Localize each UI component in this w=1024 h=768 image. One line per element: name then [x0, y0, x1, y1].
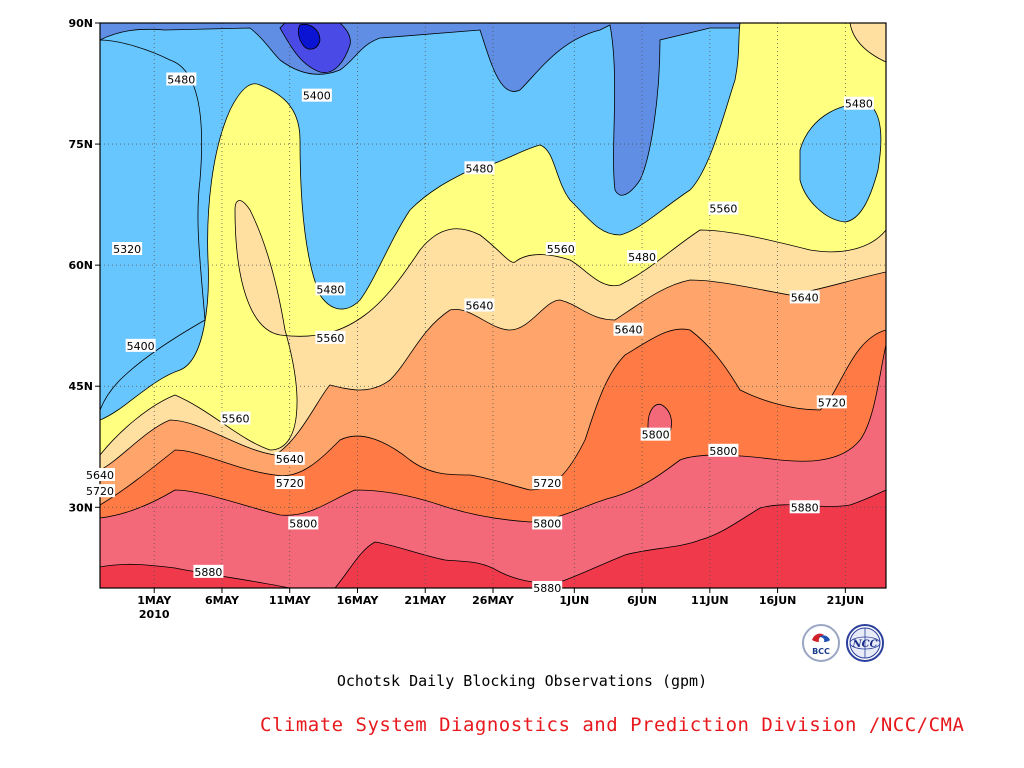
- contour-label-bg: [464, 161, 495, 175]
- contour-label-bg: [789, 290, 820, 304]
- contour-label-bg: [532, 476, 563, 490]
- x-tick-label: 6JUN: [627, 594, 657, 607]
- x-tick-label: 11MAY: [269, 594, 312, 607]
- contour-label-bg: [125, 338, 156, 352]
- contour-label: 5400: [303, 90, 331, 103]
- x-tick-label: 21MAY: [404, 594, 447, 607]
- bcc-logo: BCC: [802, 624, 840, 662]
- band-5640-corner: [849, 23, 886, 63]
- contour-label: 5560: [709, 203, 737, 216]
- contour-label-bg: [532, 581, 563, 594]
- x-tick-label: 1JUN: [559, 594, 589, 607]
- contour-label: 5800: [709, 445, 737, 458]
- contour-label-bg: [816, 395, 847, 409]
- contour-label: 5640: [86, 469, 114, 482]
- contour-label-bg: [166, 72, 197, 86]
- svg-text:BCC: BCC: [812, 647, 830, 656]
- contour-label-bg: [85, 468, 115, 481]
- contour-label-bg: [627, 250, 658, 264]
- chart-title: Ochotsk Daily Blocking Observations (gpm…: [336, 672, 708, 690]
- contour-label-bg: [193, 564, 224, 578]
- contour-label: 5720: [818, 396, 846, 409]
- contour-label-bg: [464, 298, 495, 312]
- contour-label: 5880: [791, 501, 819, 514]
- contour-label: 5560: [316, 332, 344, 345]
- y-tick-label: 45N: [68, 380, 93, 393]
- contour-label: 5480: [465, 162, 493, 175]
- contour-label: 5880: [194, 566, 222, 579]
- x-tick-label: 16MAY: [337, 594, 380, 607]
- contour-label: 5800: [289, 517, 317, 530]
- contour-label: 5720: [86, 485, 114, 498]
- contour-label-bg: [315, 330, 346, 344]
- contour-label: 5560: [222, 413, 250, 426]
- y-tick-label: 75N: [68, 138, 93, 151]
- ncc-logo: NCC: [846, 624, 884, 662]
- contour-label-bg: [288, 516, 319, 530]
- contour-labels: 5480 5400 5320 5400 5480 5560 5560 5640 5640 5720…: [85, 72, 874, 595]
- x-tick-label: 11JUN: [691, 594, 729, 607]
- contour-label-bg: [301, 88, 332, 102]
- contour-label-bg: [708, 443, 739, 457]
- contour-label: 5480: [316, 283, 344, 296]
- ncc-logo-icon: NCC: [849, 627, 881, 659]
- contour-label: 5480: [628, 251, 656, 264]
- band-5480-5560-east: [100, 39, 206, 411]
- contour-label: 5560: [547, 243, 575, 256]
- x-year-label: 2010: [139, 608, 170, 621]
- contour-label: 5800: [533, 517, 561, 530]
- contour-label: 5640: [615, 324, 643, 337]
- contour-label: 5880: [533, 582, 561, 595]
- contour-label-bg: [708, 201, 739, 215]
- x-tick-label: 21JUN: [827, 594, 865, 607]
- contour-label: 5640: [791, 291, 819, 304]
- contour-label: 5720: [533, 477, 561, 490]
- contour-label-bg: [613, 322, 644, 336]
- band-below-5320: [297, 23, 321, 50]
- contour-label-bg: [545, 242, 576, 255]
- y-tick-label: 90N: [68, 17, 93, 30]
- contour-label-bg: [789, 500, 820, 514]
- contour-label-bg: [274, 476, 305, 490]
- contour-label-bg: [85, 484, 115, 498]
- contour-label-bg: [274, 451, 305, 465]
- contour-label: 5800: [642, 429, 670, 442]
- contour-label: 5640: [465, 300, 493, 313]
- contour-label: 5720: [276, 477, 304, 490]
- x-tick-label: 16JUN: [759, 594, 797, 607]
- credit-text: Climate System Diagnostics and Predictio…: [260, 714, 965, 736]
- contour-label-bg: [112, 242, 143, 255]
- band-5480-5560-cell-east: [799, 103, 882, 223]
- contour-label-bg: [220, 411, 251, 425]
- contour-label: 5320: [113, 243, 141, 256]
- contour-label-bg: [315, 282, 346, 296]
- y-tick-label: 60N: [68, 259, 93, 272]
- bcc-logo-icon: BCC: [812, 633, 830, 656]
- y-axis-ticks: 30N 45N 60N 75N 90N: [68, 17, 100, 514]
- contour-label-bg: [532, 516, 563, 530]
- x-tick-label: 6MAY: [205, 594, 240, 607]
- contour-label: 5640: [276, 453, 304, 466]
- svg-text:NCC: NCC: [851, 639, 877, 650]
- contour-label: 5480: [167, 74, 195, 87]
- contour-label: 5480: [845, 98, 873, 111]
- contour-label-bg: [640, 427, 671, 441]
- contour-label: 5400: [127, 340, 155, 353]
- x-tick-label: 26MAY: [472, 594, 515, 607]
- contour-label-bg: [843, 96, 874, 110]
- x-tick-label: 1MAY: [137, 594, 172, 607]
- y-tick-label: 30N: [68, 501, 93, 514]
